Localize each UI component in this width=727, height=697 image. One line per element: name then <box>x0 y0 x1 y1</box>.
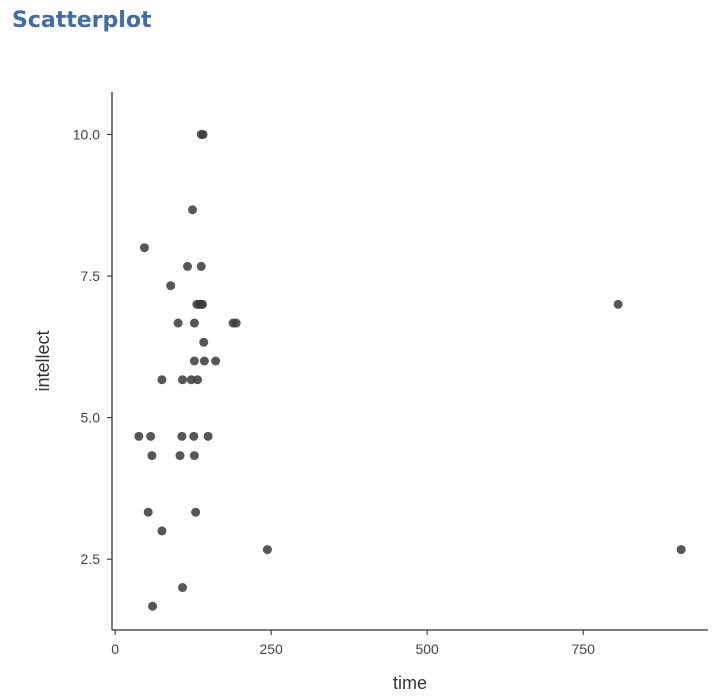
data-point <box>191 507 201 517</box>
data-point <box>139 243 149 253</box>
data-point <box>199 337 209 347</box>
data-point <box>148 601 158 611</box>
data-point <box>189 451 199 461</box>
data-point <box>143 507 153 517</box>
data-point <box>173 318 183 328</box>
x-tick-label: 0 <box>111 641 119 657</box>
data-point <box>166 281 176 291</box>
data-point <box>186 375 196 385</box>
data-point <box>157 526 167 536</box>
data-point <box>211 356 221 366</box>
y-tick-label: 7.5 <box>81 268 101 284</box>
data-point <box>231 318 241 328</box>
data-point <box>676 545 686 555</box>
data-point <box>189 431 199 441</box>
data-point <box>189 318 199 328</box>
data-point <box>262 545 272 555</box>
data-point <box>613 299 623 309</box>
y-axis-ticks: 2.5 5.0 7.5 10.0 <box>73 126 112 567</box>
x-tick-label: 250 <box>259 641 283 657</box>
data-point <box>183 261 193 271</box>
data-point <box>192 375 202 385</box>
data-point <box>198 129 208 139</box>
y-tick-label: 5.0 <box>81 410 101 426</box>
y-axis-title: intellect <box>33 330 53 391</box>
data-point <box>188 205 198 215</box>
data-point <box>203 431 213 441</box>
data-point <box>175 451 185 461</box>
data-point <box>147 451 157 461</box>
data-point <box>177 431 187 441</box>
data-point <box>196 261 206 271</box>
data-point <box>134 431 144 441</box>
y-tick-label: 10.0 <box>73 126 100 142</box>
data-points <box>134 129 686 611</box>
x-axis-title: time <box>393 673 427 693</box>
page-title: Scatterplot <box>12 8 152 33</box>
data-point <box>178 375 188 385</box>
data-point <box>178 583 188 593</box>
data-point <box>197 299 207 309</box>
data-point <box>199 356 209 366</box>
x-axis-ticks: 0 250 500 750 <box>111 630 595 657</box>
data-point <box>157 375 167 385</box>
data-point <box>189 356 199 366</box>
x-tick-label: 500 <box>415 641 439 657</box>
y-tick-label: 2.5 <box>81 551 101 567</box>
data-point <box>146 431 156 441</box>
x-tick-label: 750 <box>572 641 596 657</box>
